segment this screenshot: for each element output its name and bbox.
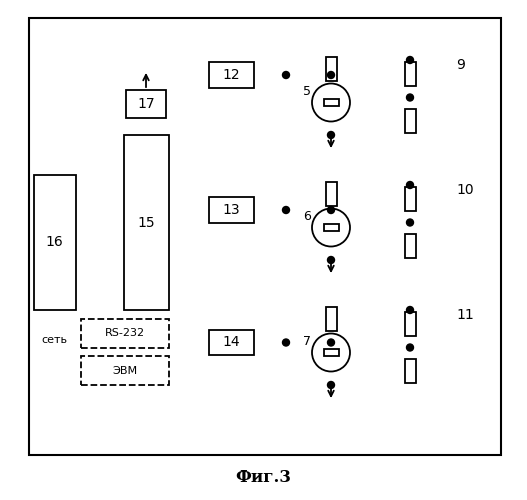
Circle shape [282, 72, 289, 78]
Bar [405, 234, 415, 258]
Bar [405, 62, 415, 86]
Circle shape [406, 219, 414, 226]
Bar [209, 62, 253, 88]
Bar [405, 109, 415, 133]
Circle shape [406, 344, 414, 351]
Bar [324, 224, 338, 230]
Text: сеть: сеть [42, 335, 67, 345]
Text: 16: 16 [46, 236, 64, 250]
Circle shape [327, 339, 335, 346]
Bar [326, 57, 337, 81]
Text: Фиг.3: Фиг.3 [236, 469, 291, 486]
Bar [405, 359, 415, 383]
Circle shape [282, 206, 289, 214]
Circle shape [406, 306, 414, 314]
Bar [28, 18, 501, 455]
Bar [324, 99, 338, 105]
Bar [326, 182, 337, 206]
Bar [81, 318, 169, 348]
Circle shape [327, 132, 335, 138]
Bar [81, 356, 169, 385]
Circle shape [282, 339, 289, 346]
Circle shape [327, 206, 335, 214]
Text: 12: 12 [222, 68, 240, 82]
Bar [209, 198, 253, 222]
Text: 17: 17 [137, 97, 155, 111]
Bar [324, 349, 338, 356]
Circle shape [312, 208, 350, 246]
Circle shape [312, 334, 350, 372]
Text: ЭВМ: ЭВМ [112, 366, 138, 376]
Text: 11: 11 [456, 308, 474, 322]
Text: 9: 9 [456, 58, 465, 72]
Bar [126, 90, 166, 118]
Text: RS-232: RS-232 [105, 328, 145, 338]
Circle shape [406, 94, 414, 101]
Text: 5: 5 [303, 85, 311, 98]
Text: 10: 10 [456, 183, 474, 197]
Text: 14: 14 [222, 336, 240, 349]
Bar [209, 330, 253, 355]
Text: 7: 7 [303, 335, 311, 348]
Circle shape [327, 72, 335, 78]
Bar [405, 187, 415, 211]
Bar [123, 135, 169, 310]
Circle shape [406, 182, 414, 188]
Circle shape [406, 56, 414, 64]
Circle shape [312, 84, 350, 122]
Text: 15: 15 [137, 216, 155, 230]
Bar [326, 307, 337, 332]
Circle shape [327, 382, 335, 388]
Text: 13: 13 [222, 203, 240, 217]
Bar [34, 175, 76, 310]
Bar [405, 312, 415, 336]
Text: 6: 6 [303, 210, 311, 223]
Circle shape [327, 256, 335, 264]
